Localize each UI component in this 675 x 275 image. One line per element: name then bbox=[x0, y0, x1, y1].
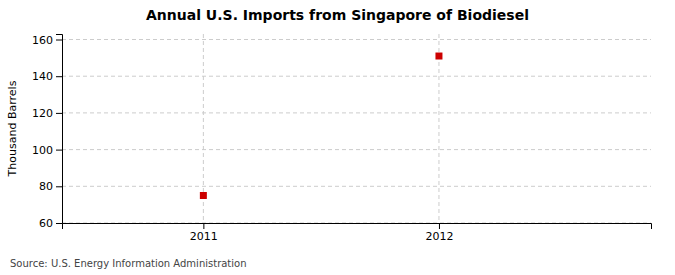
tick-mark bbox=[56, 113, 62, 114]
tick-label: 140 bbox=[32, 70, 53, 83]
tick-mark bbox=[203, 223, 204, 229]
grid-line-y bbox=[62, 39, 651, 40]
chart-svg: 2011 2012 60 80 100 120 140 160 Annual U.S. Impo… bbox=[0, 0, 675, 275]
tick: 140 bbox=[32, 70, 62, 83]
tick-mark bbox=[56, 223, 62, 224]
tick-label: 60 bbox=[39, 217, 53, 230]
tick-label: 80 bbox=[39, 180, 53, 193]
tick-mark bbox=[56, 186, 62, 187]
points bbox=[200, 53, 443, 199]
tick: 2011 bbox=[190, 223, 218, 243]
tick: 120 bbox=[32, 107, 62, 120]
tick: 160 bbox=[32, 34, 62, 47]
tick-mark bbox=[56, 76, 62, 77]
chart-title: Annual U.S. Imports from Singapore of Bi… bbox=[146, 7, 529, 23]
grid-line-y bbox=[62, 149, 651, 150]
tick: 60 bbox=[39, 217, 62, 230]
grid-line-x bbox=[438, 34, 439, 223]
grid bbox=[62, 34, 651, 223]
grid-line-y bbox=[62, 186, 651, 187]
axis-line bbox=[63, 224, 652, 230]
axis-line bbox=[56, 35, 63, 224]
tick-label: 160 bbox=[32, 34, 53, 47]
grid-line-y bbox=[62, 112, 651, 113]
x-axis: 2011 2012 bbox=[63, 223, 652, 243]
tick-mark bbox=[439, 223, 440, 229]
y-axis: 60 80 100 120 140 160 bbox=[32, 34, 63, 230]
tick-label: 120 bbox=[32, 107, 53, 120]
data-point bbox=[200, 192, 207, 199]
source-note: Source: U.S. Energy Information Administ… bbox=[10, 258, 247, 269]
data-point bbox=[435, 53, 442, 60]
plot-area: 2011 2012 60 80 100 120 140 160 bbox=[32, 34, 652, 243]
tick-label: 100 bbox=[32, 144, 53, 157]
tick: 100 bbox=[32, 144, 62, 157]
tick-mark bbox=[56, 40, 62, 41]
y-axis-label: Thousand Barrels bbox=[6, 80, 19, 177]
tick-mark bbox=[56, 150, 62, 151]
grid-line-y bbox=[62, 76, 651, 77]
chart-container: 2011 2012 60 80 100 120 140 160 Annual U.S. Impo… bbox=[0, 0, 675, 275]
tick-label: 2011 bbox=[190, 230, 218, 243]
tick: 2012 bbox=[425, 223, 453, 243]
tick-label: 2012 bbox=[425, 230, 453, 243]
tick: 80 bbox=[39, 180, 62, 193]
